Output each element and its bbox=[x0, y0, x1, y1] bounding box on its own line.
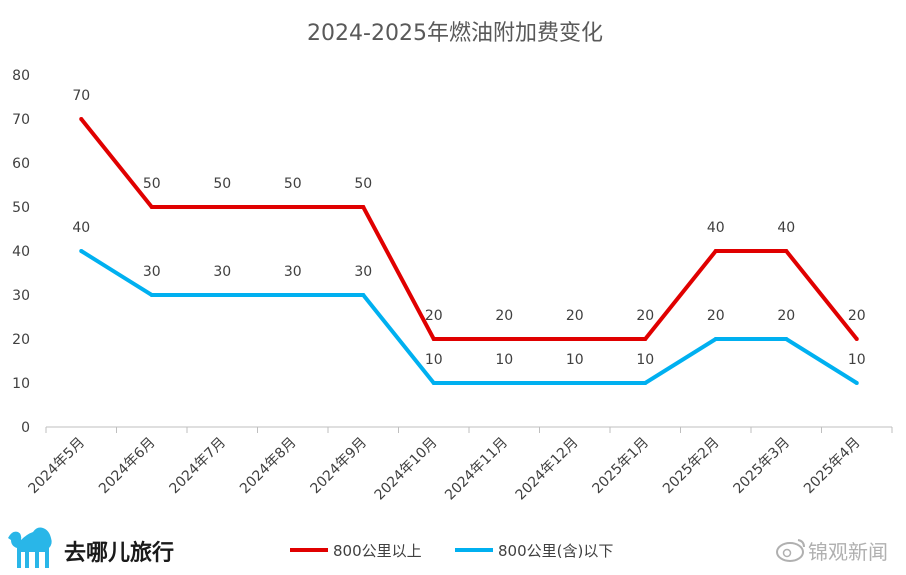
series-1-point bbox=[713, 249, 718, 253]
series-2-data-label: 20 bbox=[777, 308, 795, 324]
series-2-point bbox=[572, 381, 577, 385]
series-2-data-label: 20 bbox=[707, 308, 725, 324]
series-2-point bbox=[784, 337, 789, 341]
series-2-data-label: 10 bbox=[425, 352, 443, 368]
x-tick-label: 2024年9月 bbox=[307, 435, 370, 498]
logo: 去哪儿旅行 bbox=[8, 527, 174, 568]
series-2-point bbox=[502, 381, 507, 385]
series-1-data-label: 40 bbox=[707, 220, 725, 236]
y-tick-label: 40 bbox=[12, 244, 30, 260]
series-1-point bbox=[572, 337, 577, 341]
series-2-point bbox=[149, 293, 154, 297]
series-2-point bbox=[713, 337, 718, 341]
x-tick-label: 2025年3月 bbox=[730, 435, 793, 498]
series-2-data-label: 10 bbox=[566, 352, 584, 368]
series-2-point bbox=[854, 381, 859, 385]
y-tick-label: 50 bbox=[12, 200, 30, 216]
y-tick-label: 80 bbox=[12, 68, 30, 84]
x-tick-label: 2025年4月 bbox=[801, 435, 864, 498]
series-1-point bbox=[502, 337, 507, 341]
series-1-point bbox=[79, 117, 84, 121]
series-1-data-label: 50 bbox=[354, 176, 372, 192]
series-2-data-label: 10 bbox=[636, 352, 654, 368]
series-1-data-label: 70 bbox=[72, 88, 90, 104]
series-layer bbox=[79, 117, 859, 385]
x-tick-label: 2024年6月 bbox=[96, 435, 159, 498]
series-1-data-label: 50 bbox=[284, 176, 302, 192]
x-tick-label: 2024年8月 bbox=[237, 435, 300, 498]
y-tick-label: 20 bbox=[12, 332, 30, 348]
series-1-point bbox=[431, 337, 436, 341]
legend-label-2: 800公里(含)以下 bbox=[498, 542, 613, 560]
series-1-data-label: 20 bbox=[425, 308, 443, 324]
series-1-point bbox=[784, 249, 789, 253]
logo-text: 去哪儿旅行 bbox=[64, 540, 174, 566]
legend-item-1[interactable]: 800公里以上 bbox=[290, 542, 422, 560]
data-labels: 70 50 50 50 50 20 20 20 20 40 40 20 40 30 30 30 30 10 10 10… bbox=[72, 88, 865, 368]
legend-item-2[interactable]: 800公里(含)以下 bbox=[455, 542, 613, 560]
x-tick-label: 2024年7月 bbox=[166, 435, 229, 498]
series-2-data-label: 30 bbox=[284, 264, 302, 280]
series-2-point bbox=[643, 381, 648, 385]
series-2-data-label: 30 bbox=[143, 264, 161, 280]
series-1-data-label: 50 bbox=[143, 176, 161, 192]
series-2-data-label: 10 bbox=[848, 352, 866, 368]
y-axis: 0 10 20 30 40 50 60 70 80 bbox=[12, 68, 30, 436]
series-2-data-label: 30 bbox=[213, 264, 231, 280]
x-tick-label: 2024年10月 bbox=[372, 435, 441, 504]
series-1-data-label: 40 bbox=[777, 220, 795, 236]
y-tick-label: 10 bbox=[12, 376, 30, 392]
series-1-point bbox=[361, 205, 366, 209]
x-tick-label: 2024年5月 bbox=[25, 435, 88, 498]
series-2-data-label: 10 bbox=[495, 352, 513, 368]
watermark: 锦观新闻 bbox=[776, 539, 888, 564]
chart-title: 2024-2025年燃油附加费变化 bbox=[307, 21, 603, 46]
series-1-point bbox=[643, 337, 648, 341]
legend: 800公里以上 800公里(含)以下 bbox=[290, 542, 613, 560]
camel-icon bbox=[8, 527, 52, 568]
x-tick-label: 2025年2月 bbox=[660, 435, 723, 498]
legend-label-1: 800公里以上 bbox=[333, 542, 422, 560]
series-2-point bbox=[220, 293, 225, 297]
series-2-data-label: 40 bbox=[72, 220, 90, 236]
series-1-point bbox=[220, 205, 225, 209]
y-tick-label: 60 bbox=[12, 156, 30, 172]
series-1-data-label: 20 bbox=[636, 308, 654, 324]
x-axis: 2024年5月 2024年6月 2024年7月 2024年8月 2024年9月 2024年… bbox=[25, 427, 893, 504]
series-2-data-label: 30 bbox=[354, 264, 372, 280]
series-1-data-label: 20 bbox=[566, 308, 584, 324]
series-1-data-label: 20 bbox=[848, 308, 866, 324]
x-tick-label: 2024年12月 bbox=[513, 435, 582, 504]
watermark-text: 锦观新闻 bbox=[808, 540, 888, 564]
weibo-icon bbox=[776, 539, 805, 562]
series-2-point bbox=[431, 381, 436, 385]
x-tick-label: 2024年11月 bbox=[442, 435, 511, 504]
series-2-point bbox=[79, 249, 84, 253]
series-line-2 bbox=[80, 249, 858, 385]
x-tick-label: 2025年1月 bbox=[589, 435, 652, 498]
y-tick-label: 0 bbox=[21, 420, 30, 436]
y-tick-label: 70 bbox=[12, 112, 30, 128]
y-tick-label: 30 bbox=[12, 288, 30, 304]
series-2-point bbox=[290, 293, 295, 297]
series-2-point bbox=[361, 293, 366, 297]
series-1-point bbox=[854, 337, 859, 341]
series-1-data-label: 50 bbox=[213, 176, 231, 192]
series-1-point bbox=[290, 205, 295, 209]
series-line-1 bbox=[79, 117, 859, 341]
series-1-point bbox=[149, 205, 154, 209]
series-1-data-label: 20 bbox=[495, 308, 513, 324]
